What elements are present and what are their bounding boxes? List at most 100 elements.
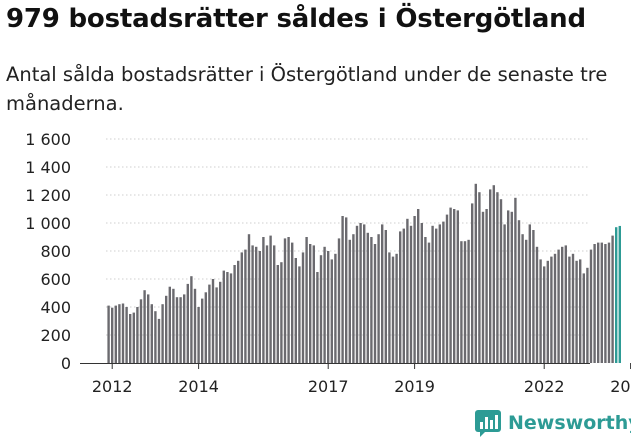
bar: [507, 210, 510, 363]
bar: [323, 246, 326, 363]
bar: [586, 267, 589, 363]
bar: [381, 224, 384, 363]
bar: [478, 192, 481, 363]
bar: [445, 214, 449, 363]
bar: [370, 237, 373, 363]
chart-subtitle: Antal sålda bostadsrätter i Östergötland…: [6, 63, 608, 115]
bar: [485, 209, 488, 363]
bar: [449, 207, 452, 363]
chart-title: 979 bostadsrätter såldes i Östergötland: [6, 4, 586, 34]
bar: [363, 224, 366, 363]
bar: [327, 251, 330, 363]
bar: [539, 259, 542, 363]
bar: [420, 223, 423, 363]
bar: [143, 290, 146, 363]
bar: [550, 256, 553, 363]
bar: [193, 288, 197, 363]
bar: [557, 249, 560, 363]
axes: [80, 363, 631, 369]
bar: [208, 284, 211, 363]
bar: [265, 245, 269, 363]
bar: [273, 245, 276, 363]
y-tick-label: 200: [40, 326, 71, 345]
bar: [183, 294, 186, 363]
bar: [150, 304, 153, 363]
bar: [431, 225, 434, 363]
bar-series: [107, 183, 621, 363]
bar: [424, 237, 427, 363]
x-tick-label: 2017: [308, 377, 349, 396]
grid-lines: [106, 138, 590, 336]
bar: [514, 197, 517, 363]
bar: [492, 185, 495, 363]
bar: [453, 209, 456, 363]
x-tick-label: 2022: [524, 377, 565, 396]
bar: [611, 235, 614, 363]
bar: [442, 221, 445, 363]
y-tick-label: 1 600: [25, 130, 71, 149]
y-tick-label: 800: [40, 242, 71, 261]
bar: [237, 260, 240, 363]
bar: [280, 262, 283, 363]
bar: [136, 307, 139, 363]
bar: [467, 239, 470, 363]
bar: [525, 239, 528, 363]
bar: [294, 258, 297, 363]
y-tick-label: 0: [61, 354, 71, 373]
bar: [215, 287, 218, 363]
bar: [348, 239, 351, 363]
bar: [276, 265, 279, 363]
bar: [438, 224, 441, 363]
bar: [179, 297, 182, 363]
bar: [175, 297, 179, 363]
x-tick-label: 2014: [178, 377, 219, 396]
bar: [535, 246, 539, 363]
x-tick-label: 2024: [610, 377, 631, 396]
bar: [564, 245, 567, 363]
bar: [229, 273, 233, 363]
tick-labels: 0 200 400 600 800 1 000 1 200 1 400 1 600 2012 201…: [25, 130, 631, 396]
bar: [402, 228, 405, 363]
bar: [157, 318, 161, 363]
bar: [305, 237, 308, 363]
bar: [319, 255, 323, 363]
bar: [121, 303, 125, 363]
bar: [582, 273, 585, 363]
bar: [391, 256, 395, 363]
bar: [395, 253, 398, 363]
x-tick-label: 2019: [394, 377, 435, 396]
bar: [460, 241, 463, 363]
bar: [197, 307, 200, 363]
bar: [345, 217, 348, 363]
bar: [366, 232, 369, 363]
x-tick-label: 2012: [92, 377, 133, 396]
bar: [247, 234, 251, 363]
bar: [406, 218, 409, 363]
bar: [618, 225, 621, 363]
bar: [190, 276, 193, 363]
bar: [597, 242, 600, 363]
bar: [417, 209, 420, 363]
bar: [154, 311, 157, 363]
bar: [334, 253, 337, 363]
bar: [258, 251, 261, 363]
bar: [139, 299, 143, 363]
bar: [352, 234, 355, 363]
bar: [499, 199, 503, 363]
bar: [355, 225, 359, 363]
bar: [341, 216, 344, 363]
bar: [528, 224, 531, 363]
bar: [463, 241, 467, 363]
bar: [553, 253, 557, 363]
bar: [604, 244, 607, 363]
bar: [301, 252, 305, 363]
bar: [219, 281, 222, 363]
bar: [607, 242, 611, 363]
newsworthy-brand: Newsworthy: [474, 408, 631, 438]
bar: [107, 305, 110, 363]
bar: [287, 237, 290, 363]
bar: [510, 211, 513, 363]
y-tick-label: 600: [40, 270, 71, 289]
bar: [222, 270, 225, 363]
bar: [435, 228, 438, 363]
